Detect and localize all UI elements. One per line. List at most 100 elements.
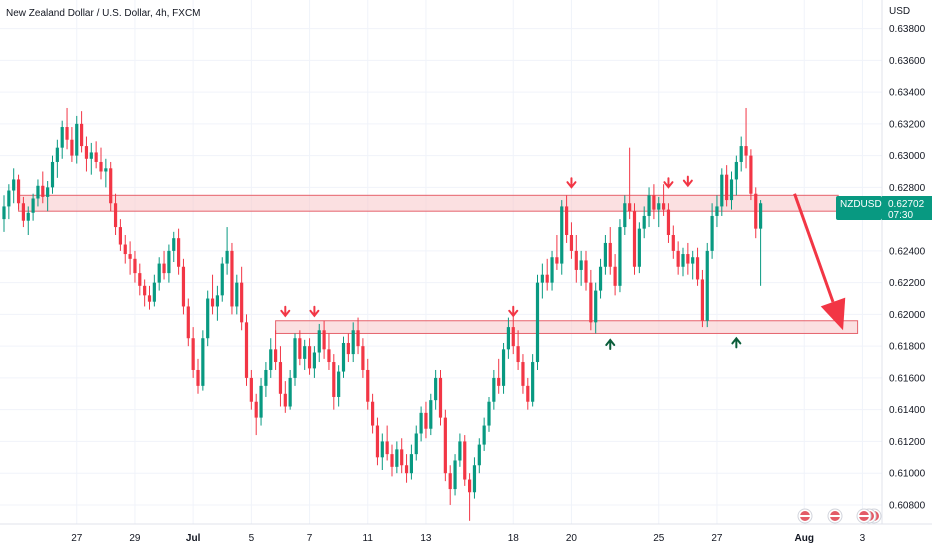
candle — [89, 152, 93, 159]
projection — [793, 193, 846, 331]
candle — [46, 187, 50, 197]
candle — [278, 362, 283, 394]
candle — [560, 206, 564, 264]
candle — [754, 193, 758, 229]
candle — [550, 257, 554, 283]
price-badge-bg — [836, 196, 882, 220]
time-tick-label: Aug — [795, 533, 814, 544]
down-arrow-marker — [280, 305, 291, 318]
candle — [196, 369, 200, 386]
price-tick-label: 0.61600 — [889, 373, 926, 384]
candle — [676, 250, 680, 267]
candle — [346, 342, 350, 355]
candle — [448, 473, 452, 490]
candle — [298, 338, 302, 359]
candle — [288, 377, 292, 407]
time-tick-label: 25 — [653, 533, 665, 544]
candle — [113, 203, 118, 228]
candle — [729, 179, 734, 201]
down-arrow-marker — [508, 305, 519, 318]
us-flag-icon[interactable] — [856, 508, 872, 524]
us-flag-icon[interactable] — [797, 508, 813, 524]
candle — [366, 369, 370, 402]
price-tick-label: 0.60800 — [889, 500, 926, 511]
candle — [31, 198, 35, 213]
price-axis-bg[interactable] — [882, 0, 932, 524]
candle — [385, 441, 389, 455]
price-tick-label: 0.61800 — [889, 342, 926, 353]
candle — [487, 401, 491, 426]
candle — [749, 155, 753, 194]
price-axis[interactable]: 0.63800 0.63600 0.63400 0.63200 0.63000 0.628… — [889, 24, 926, 511]
candle — [210, 298, 215, 307]
candle — [739, 146, 743, 162]
price-tick-label: 0.62800 — [889, 183, 926, 194]
candle — [395, 449, 399, 467]
candle — [618, 227, 622, 286]
candle — [686, 254, 690, 264]
candle — [70, 139, 74, 156]
us-flag-icon[interactable] — [827, 508, 843, 524]
candle — [521, 362, 525, 386]
candle — [172, 238, 176, 251]
time-axis[interactable]: 27 29 Jul 5 7 11 13 18 20 25 27 Aug 3 — [71, 533, 865, 544]
candle — [497, 377, 501, 386]
time-tick-label: 20 — [566, 533, 578, 544]
candle — [695, 257, 700, 280]
candle — [118, 227, 122, 245]
candle — [472, 465, 477, 493]
candle — [652, 195, 656, 210]
candle — [657, 203, 661, 210]
candle — [424, 412, 428, 429]
zone — [275, 320, 859, 334]
candle — [506, 327, 510, 350]
candle — [167, 250, 171, 274]
candle — [632, 211, 637, 267]
candle — [545, 274, 549, 283]
markers — [280, 175, 742, 350]
candle — [128, 254, 132, 259]
candle — [351, 330, 355, 355]
up-arrow-marker — [605, 338, 616, 350]
chart-title: New Zealand Dollar / U.S. Dollar, 4h, FX… — [6, 8, 201, 19]
candle — [162, 263, 166, 274]
price-tick-label: 0.61200 — [889, 437, 926, 448]
candle — [133, 258, 137, 274]
candle — [725, 174, 729, 201]
candle — [274, 349, 278, 363]
candle — [21, 203, 25, 221]
price-tick-label: 0.63000 — [889, 151, 926, 162]
candle — [7, 190, 11, 207]
time-tick-label: 3 — [860, 533, 866, 544]
candle — [26, 212, 30, 221]
candle — [482, 425, 486, 445]
candle — [220, 263, 224, 296]
candle — [637, 228, 641, 267]
time-tick-label: 27 — [711, 533, 723, 544]
time-tick-label: 18 — [508, 533, 520, 544]
candle — [332, 362, 336, 397]
candle — [569, 235, 574, 251]
candle — [759, 203, 763, 229]
candle — [710, 215, 714, 251]
candle — [322, 330, 326, 350]
event-icons[interactable] — [797, 508, 882, 524]
candle — [249, 377, 253, 402]
candle — [36, 185, 40, 199]
current-price: 0.62702 — [888, 199, 925, 210]
candle — [244, 322, 249, 378]
down-arrow-marker — [309, 305, 320, 318]
candle — [80, 123, 84, 147]
time-tick-label: Jul — [186, 533, 201, 544]
candle — [104, 168, 108, 172]
down-arrow-marker — [663, 177, 674, 189]
candle — [705, 250, 709, 321]
candle — [477, 444, 481, 466]
candle — [565, 206, 569, 236]
candle — [75, 123, 79, 156]
candle — [734, 161, 738, 180]
time-tick-label: 27 — [71, 533, 83, 544]
candle — [666, 209, 671, 236]
